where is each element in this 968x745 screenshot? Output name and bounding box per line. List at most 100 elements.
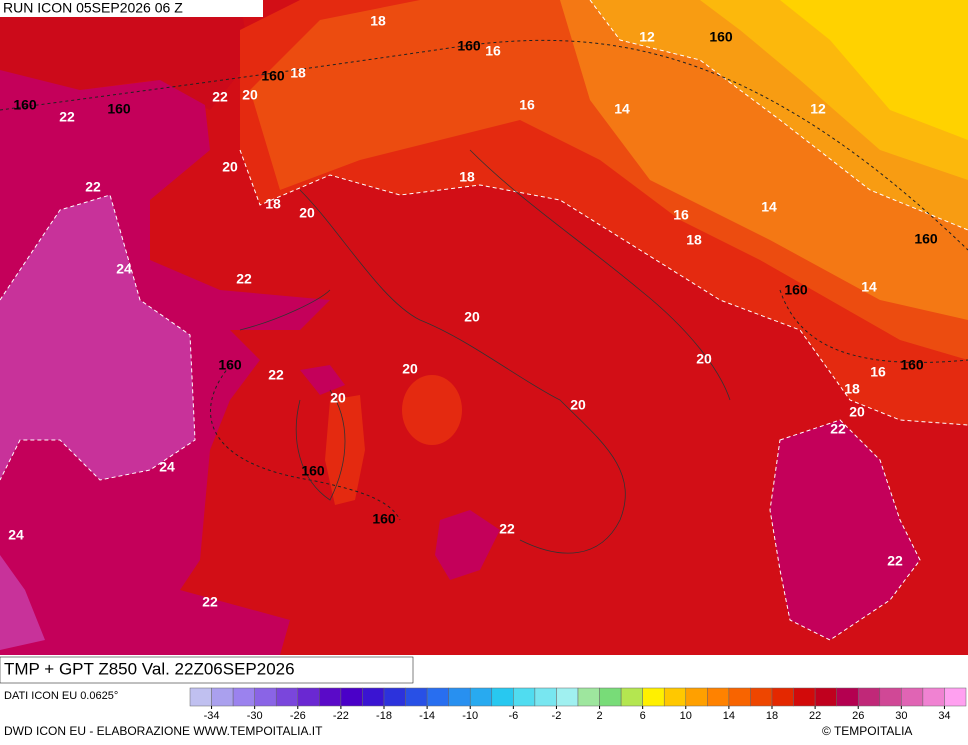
height-label: 160 (709, 29, 733, 45)
temperature-label: 18 (290, 65, 306, 81)
legend-swatch (642, 687, 665, 707)
legend-swatch (728, 687, 751, 707)
temperature-label: 14 (761, 199, 777, 215)
temperature-label: 20 (242, 87, 258, 103)
run-box (0, 0, 263, 17)
temperature-label: 24 (8, 527, 24, 543)
legend-swatch (599, 687, 622, 707)
legend-swatch (362, 687, 385, 707)
height-label: 160 (457, 38, 481, 54)
legend-tick-label: 2 (596, 710, 602, 722)
height-label: 160 (914, 231, 938, 247)
temperature-label: 22 (202, 594, 218, 610)
run-label: RUN ICON 05SEP2026 06 Z (3, 0, 183, 16)
legend-tick-label: 6 (640, 710, 646, 722)
legend-tick-label: 18 (766, 710, 778, 722)
legend-swatch (620, 687, 643, 707)
temperature-label: 24 (116, 261, 132, 277)
legend-tick-label: -6 (508, 710, 518, 722)
temperature-label: 16 (485, 43, 501, 59)
legend-swatch (297, 687, 320, 707)
isotherms (0, 0, 968, 641)
temperature-label: 18 (844, 381, 860, 397)
temperature-label: 18 (265, 196, 281, 212)
legend-swatch (922, 687, 945, 707)
legend-tick-label: 34 (938, 710, 950, 722)
legend-swatch (319, 687, 342, 707)
legend-swatch (448, 687, 471, 707)
legend-swatch (707, 687, 730, 707)
legend-tick-label: -18 (376, 710, 392, 722)
legend-swatch (254, 687, 277, 707)
contour-labels: 18 16 12 18 22 20 22 16 14 12 20 22 18 18 20 16 14 18 24 22… (8, 13, 938, 610)
legend-swatch (189, 687, 212, 707)
legend-swatch (771, 687, 794, 707)
temperature-label: 16 (673, 207, 689, 223)
temperature-label: 22 (85, 179, 101, 195)
legend-swatch (469, 687, 493, 707)
legend-swatch (814, 687, 837, 707)
legend-swatch (901, 687, 924, 707)
height-label: 160 (900, 357, 924, 373)
temperature-label: 22 (212, 89, 228, 105)
temperature-label: 18 (686, 232, 702, 248)
temperature-label: 20 (330, 390, 346, 406)
temperature-label: 22 (830, 421, 846, 437)
temperature-label: 14 (861, 279, 877, 295)
legend-tick-label: 26 (852, 710, 864, 722)
region (402, 375, 462, 445)
temperature-label: 12 (639, 29, 655, 45)
legend-tick-label: 10 (680, 710, 692, 722)
region (435, 510, 500, 580)
temperature-label: 22 (59, 109, 75, 125)
height-label: 160 (261, 68, 285, 84)
legend-swatch (879, 687, 902, 707)
temperature-label: 20 (570, 397, 586, 413)
legend-swatch (383, 687, 406, 707)
legend-swatch (405, 687, 428, 707)
temperature-label: 24 (159, 459, 175, 475)
temperature-label: 22 (499, 521, 515, 537)
legend-tick-label: -2 (552, 710, 562, 722)
legend-tick-label: -30 (247, 710, 263, 722)
temperature-label: 14 (614, 101, 630, 117)
height-label: 160 (784, 282, 808, 298)
region (780, 0, 968, 140)
legend-tick-label: -10 (462, 710, 478, 722)
legend-swatch (944, 687, 967, 707)
legend-tick-label: -22 (333, 710, 349, 722)
temperature-label: 20 (222, 159, 238, 175)
legend-swatch (556, 687, 579, 707)
temperature-label: 16 (519, 97, 535, 113)
height-label: 160 (372, 511, 396, 527)
temperature-label: 22 (236, 271, 252, 287)
legend-swatch (232, 687, 255, 707)
temperature-label: 20 (696, 351, 712, 367)
legend-swatch (857, 687, 881, 707)
title-box (0, 656, 414, 684)
copyright: © TEMPOITALIA (822, 724, 912, 738)
height-label: 160 (13, 97, 37, 113)
coastlines (239, 149, 731, 554)
map: 18 16 12 18 22 20 22 16 14 12 20 22 18 18 20 16 14 18 24 22… (0, 0, 968, 655)
temperature-label: 18 (459, 169, 475, 185)
source: DATI ICON EU 0.0625° (4, 690, 118, 702)
region (0, 195, 195, 480)
legend-swatch (836, 687, 859, 707)
legend-tick-label: 14 (723, 710, 735, 722)
temperature-label: 12 (810, 101, 826, 117)
temperature-label: 20 (402, 361, 418, 377)
legend-tick-label: -26 (290, 710, 306, 722)
region (0, 0, 250, 110)
legend-tick-label: -34 (204, 710, 220, 722)
legend-tick-label: -14 (419, 710, 435, 722)
legend-swatch (513, 687, 536, 707)
temperature-label: 20 (299, 205, 315, 221)
legend-swatch (577, 687, 600, 707)
temperature-label: 16 (870, 364, 886, 380)
temperature-label: 22 (887, 553, 903, 569)
legend-swatch (685, 687, 708, 707)
legend-swatch (663, 687, 687, 707)
region (0, 555, 45, 650)
isohypses (0, 39, 968, 521)
